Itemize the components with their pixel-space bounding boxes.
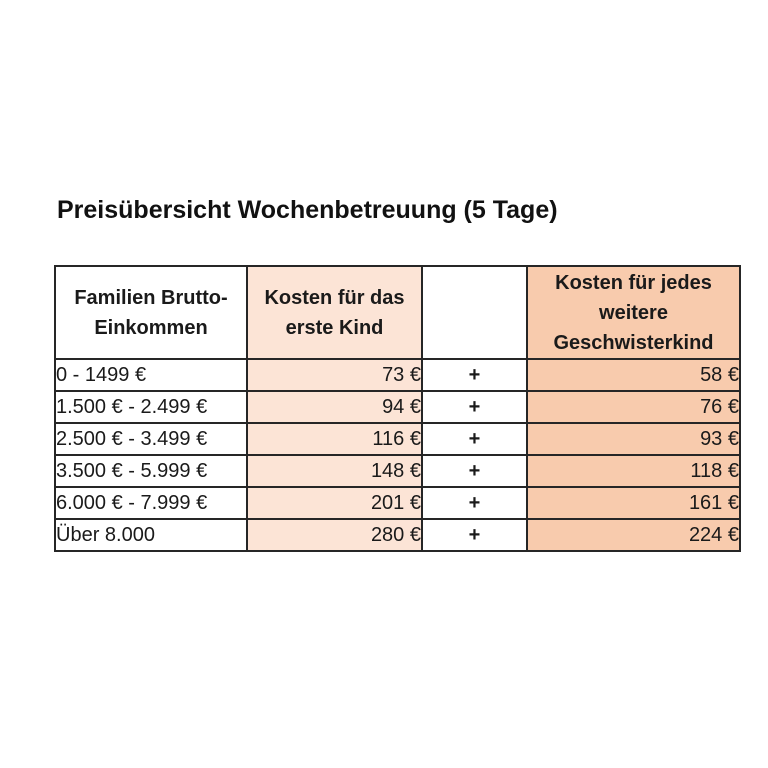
first-child-cost-cell: 280 € bbox=[246, 518, 423, 552]
table-row: 6.000 € - 7.999 € 201 € + 161 € bbox=[54, 486, 741, 520]
header-operator bbox=[421, 265, 528, 360]
header-income: Familien Brutto- Einkommen bbox=[54, 265, 248, 360]
header-first-child: Kosten für das erste Kind bbox=[246, 265, 423, 360]
sibling-cost-cell: 224 € bbox=[526, 518, 741, 552]
sibling-cost-cell: 93 € bbox=[526, 422, 741, 456]
income-cell: 1.500 € - 2.499 € bbox=[54, 390, 248, 424]
table-row: 0 - 1499 € 73 € + 58 € bbox=[54, 358, 741, 392]
header-sibling: Kosten für jedes weitere Geschwisterkind bbox=[526, 265, 741, 360]
income-cell: Über 8.000 bbox=[54, 518, 248, 552]
table-header-row: Familien Brutto- Einkommen Kosten für da… bbox=[54, 265, 741, 360]
sibling-cost-cell: 118 € bbox=[526, 454, 741, 488]
sibling-cost-cell: 58 € bbox=[526, 358, 741, 392]
price-table: Familien Brutto- Einkommen Kosten für da… bbox=[54, 265, 741, 552]
operator-cell: + bbox=[421, 518, 528, 552]
first-child-cost-cell: 73 € bbox=[246, 358, 423, 392]
page-title: Preisübersicht Wochenbetreuung (5 Tage) bbox=[57, 196, 558, 224]
sibling-cost-cell: 76 € bbox=[526, 390, 741, 424]
table-row: 3.500 € - 5.999 € 148 € + 118 € bbox=[54, 454, 741, 488]
income-cell: 6.000 € - 7.999 € bbox=[54, 486, 248, 520]
table-row: 1.500 € - 2.499 € 94 € + 76 € bbox=[54, 390, 741, 424]
first-child-cost-cell: 94 € bbox=[246, 390, 423, 424]
operator-cell: + bbox=[421, 358, 528, 392]
first-child-cost-cell: 116 € bbox=[246, 422, 423, 456]
income-cell: 3.500 € - 5.999 € bbox=[54, 454, 248, 488]
income-cell: 0 - 1499 € bbox=[54, 358, 248, 392]
operator-cell: + bbox=[421, 454, 528, 488]
operator-cell: + bbox=[421, 486, 528, 520]
income-cell: 2.500 € - 3.499 € bbox=[54, 422, 248, 456]
first-child-cost-cell: 201 € bbox=[246, 486, 423, 520]
operator-cell: + bbox=[421, 390, 528, 424]
table-row: Über 8.000 280 € + 224 € bbox=[54, 518, 741, 552]
sibling-cost-cell: 161 € bbox=[526, 486, 741, 520]
table-row: 2.500 € - 3.499 € 116 € + 93 € bbox=[54, 422, 741, 456]
operator-cell: + bbox=[421, 422, 528, 456]
first-child-cost-cell: 148 € bbox=[246, 454, 423, 488]
